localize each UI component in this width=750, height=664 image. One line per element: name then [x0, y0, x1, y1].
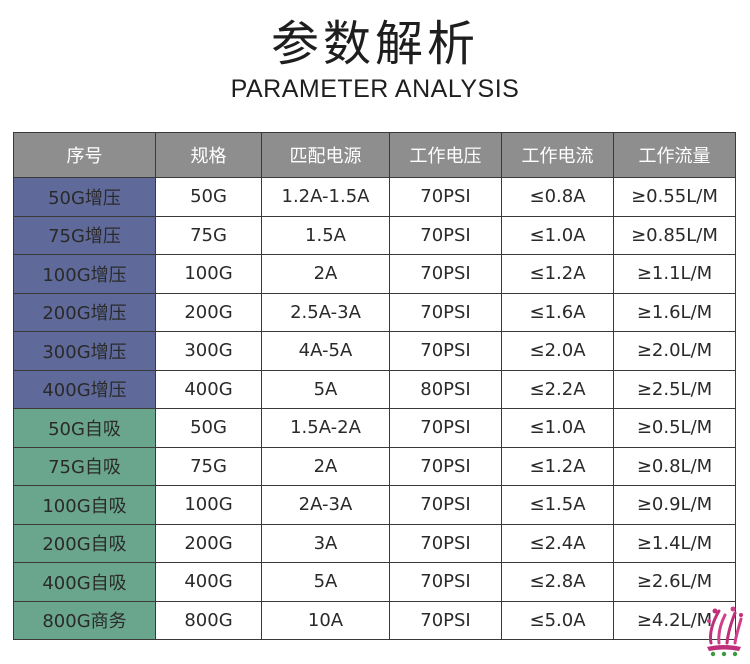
cell-power: 1.5A — [261, 215, 390, 255]
cell-spec: 400G — [155, 369, 262, 409]
cell-power: 2A — [261, 446, 390, 486]
cell-current: ≤1.5A — [501, 485, 614, 525]
cell-current: ≤2.0A — [501, 331, 614, 371]
header-power: 匹配电源 — [261, 132, 390, 178]
table-row: 50G增压 50G 1.2A-1.5A 70PSI ≤0.8A ≥0.55L/M — [13, 177, 736, 217]
parameter-table: 序号 规格 匹配电源 工作电压 工作电流 工作流量 50G增压 50G 1.2A-1… — [13, 132, 736, 640]
cell-voltage: 70PSI — [389, 177, 502, 217]
table-row: 800G商务 800G 10A 70PSI ≤5.0A ≥4.2L/M — [13, 600, 736, 640]
cell-flow: ≥2.0L/M — [613, 331, 736, 371]
table-row: 400G自吸 400G 5A 70PSI ≤2.8A ≥2.6L/M — [13, 562, 736, 602]
cell-current: ≤2.2A — [501, 369, 614, 409]
cell-current: ≤1.0A — [501, 215, 614, 255]
cell-model: 400G增压 — [13, 369, 156, 409]
cell-model: 100G自吸 — [13, 485, 156, 525]
cell-flow: ≥1.6L/M — [613, 292, 736, 332]
cell-power: 3A — [261, 523, 390, 563]
header-voltage: 工作电压 — [389, 132, 502, 178]
cell-flow: ≥1.1L/M — [613, 254, 736, 294]
cell-spec: 50G — [155, 177, 262, 217]
cell-current: ≤1.6A — [501, 292, 614, 332]
cell-current: ≤2.8A — [501, 562, 614, 602]
cell-spec: 100G — [155, 254, 262, 294]
cell-model: 400G自吸 — [13, 562, 156, 602]
cell-spec: 50G — [155, 408, 262, 448]
table-body: 50G增压 50G 1.2A-1.5A 70PSI ≤0.8A ≥0.55L/M 75G增压… — [13, 177, 736, 640]
cell-power: 10A — [261, 600, 390, 640]
cell-model: 200G自吸 — [13, 523, 156, 563]
cell-model: 50G增压 — [13, 177, 156, 217]
table-row: 75G增压 75G 1.5A 70PSI ≤1.0A ≥0.85L/M — [13, 215, 736, 255]
cell-spec: 200G — [155, 523, 262, 563]
cell-flow: ≥0.85L/M — [613, 215, 736, 255]
cell-spec: 400G — [155, 562, 262, 602]
cell-power: 2A — [261, 254, 390, 294]
cell-current: ≤0.8A — [501, 177, 614, 217]
cell-flow: ≥0.9L/M — [613, 485, 736, 525]
cell-spec: 800G — [155, 600, 262, 640]
cell-power: 1.2A-1.5A — [261, 177, 390, 217]
cell-spec: 100G — [155, 485, 262, 525]
cell-spec: 75G — [155, 446, 262, 486]
cell-flow: ≥1.4L/M — [613, 523, 736, 563]
cell-voltage: 70PSI — [389, 485, 502, 525]
cell-current: ≤1.2A — [501, 446, 614, 486]
cell-model: 75G增压 — [13, 215, 156, 255]
header-current: 工作电流 — [501, 132, 614, 178]
header-serial: 序号 — [13, 132, 156, 178]
cell-spec: 300G — [155, 331, 262, 371]
cell-current: ≤2.4A — [501, 523, 614, 563]
cell-model: 800G商务 — [13, 600, 156, 640]
cell-power: 5A — [261, 369, 390, 409]
cell-spec: 200G — [155, 292, 262, 332]
cell-voltage: 80PSI — [389, 369, 502, 409]
cell-voltage: 70PSI — [389, 254, 502, 294]
table-row: 75G自吸 75G 2A 70PSI ≤1.2A ≥0.8L/M — [13, 446, 736, 486]
cell-voltage: 70PSI — [389, 446, 502, 486]
cell-power: 1.5A-2A — [261, 408, 390, 448]
cell-power: 4A-5A — [261, 331, 390, 371]
table-row: 200G增压 200G 2.5A-3A 70PSI ≤1.6A ≥1.6L/M — [13, 292, 736, 332]
table-row: 400G增压 400G 5A 80PSI ≤2.2A ≥2.5L/M — [13, 369, 736, 409]
cell-current: ≤1.2A — [501, 254, 614, 294]
cell-spec: 75G — [155, 215, 262, 255]
cell-power: 2.5A-3A — [261, 292, 390, 332]
cell-current: ≤5.0A — [501, 600, 614, 640]
cell-voltage: 70PSI — [389, 408, 502, 448]
cell-voltage: 70PSI — [389, 331, 502, 371]
cell-voltage: 70PSI — [389, 292, 502, 332]
cell-power: 5A — [261, 562, 390, 602]
cell-flow: ≥2.6L/M — [613, 562, 736, 602]
cell-current: ≤1.0A — [501, 408, 614, 448]
table-row: 50G自吸 50G 1.5A-2A 70PSI ≤1.0A ≥0.5L/M — [13, 408, 736, 448]
fountain-splash-logo-icon — [707, 606, 743, 657]
cell-model: 75G自吸 — [13, 446, 156, 486]
page-subtitle: PARAMETER ANALYSIS — [230, 75, 520, 103]
cell-voltage: 70PSI — [389, 523, 502, 563]
cell-flow: ≥2.5L/M — [613, 369, 736, 409]
table-row: 100G增压 100G 2A 70PSI ≤1.2A ≥1.1L/M — [13, 254, 736, 294]
cell-power: 2A-3A — [261, 485, 390, 525]
cell-model: 50G自吸 — [13, 408, 156, 448]
table-row: 200G自吸 200G 3A 70PSI ≤2.4A ≥1.4L/M — [13, 523, 736, 563]
cell-flow: ≥0.8L/M — [613, 446, 736, 486]
table-header-row: 序号 规格 匹配电源 工作电压 工作电流 工作流量 — [13, 132, 736, 178]
header-flow: 工作流量 — [613, 132, 736, 178]
cell-model: 100G增压 — [13, 254, 156, 294]
cell-model: 300G增压 — [13, 331, 156, 371]
cell-voltage: 70PSI — [389, 215, 502, 255]
cell-flow: ≥0.55L/M — [613, 177, 736, 217]
page-title: 参数解析 — [270, 16, 479, 72]
cell-voltage: 70PSI — [389, 600, 502, 640]
cell-flow: ≥0.5L/M — [613, 408, 736, 448]
cell-voltage: 70PSI — [389, 562, 502, 602]
cell-model: 200G增压 — [13, 292, 156, 332]
header-spec: 规格 — [155, 132, 262, 178]
table-row: 300G增压 300G 4A-5A 70PSI ≤2.0A ≥2.0L/M — [13, 331, 736, 371]
table-row: 100G自吸 100G 2A-3A 70PSI ≤1.5A ≥0.9L/M — [13, 485, 736, 525]
